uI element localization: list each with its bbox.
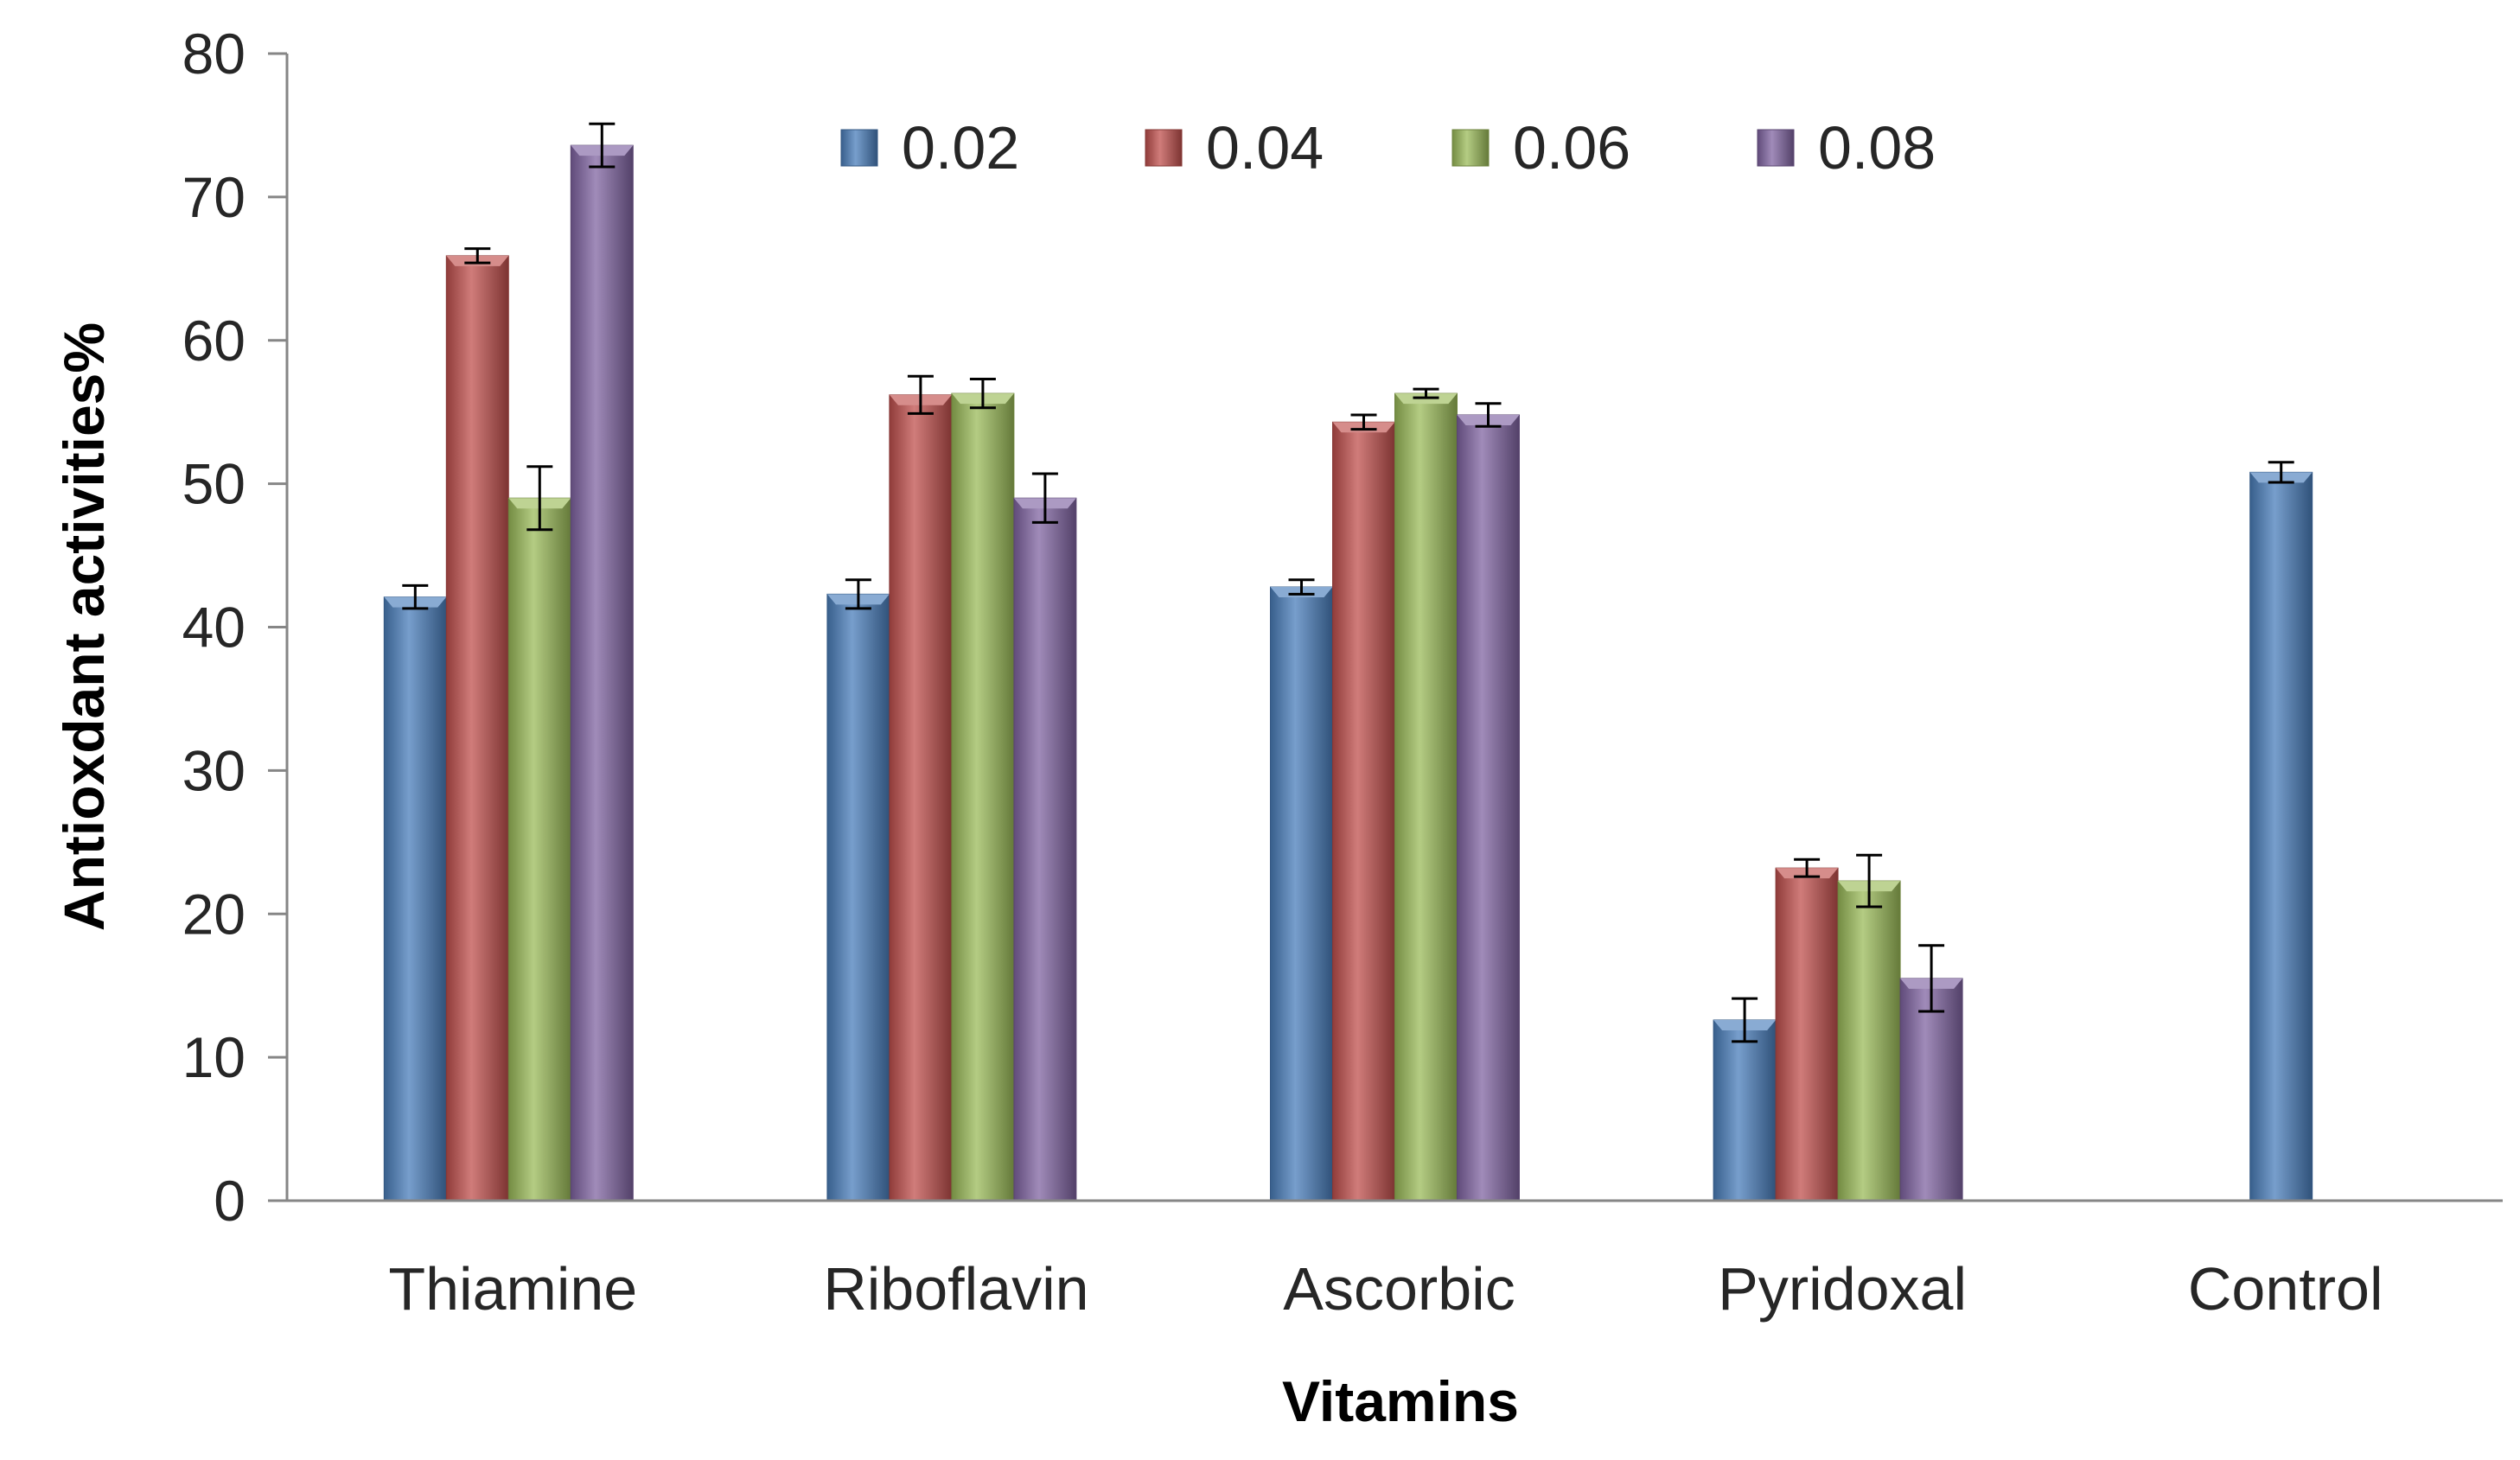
bar-thiamine-0_02 bbox=[383, 596, 447, 1202]
error-bar bbox=[402, 583, 429, 610]
legend-label: 0.08 bbox=[1818, 114, 1936, 182]
legend-item-0_08: 0.08 bbox=[1757, 114, 1936, 182]
error-bars-layer bbox=[402, 122, 2294, 1043]
bar-ascorbic-0_08 bbox=[1457, 414, 1520, 1202]
x-category-labels: Thiamine Riboflavin Ascorbic Pyridoxal Contr… bbox=[388, 1255, 2383, 1323]
x-category-label: Pyridoxal bbox=[1718, 1255, 1967, 1323]
error-bar bbox=[907, 374, 934, 415]
legend-swatch bbox=[1451, 129, 1490, 167]
error-bar bbox=[1288, 578, 1315, 596]
y-tick-label: 20 bbox=[182, 882, 246, 946]
x-category-label: Riboflavin bbox=[823, 1255, 1088, 1323]
error-bar bbox=[464, 247, 491, 265]
bar-riboflavin-0_02 bbox=[826, 593, 890, 1202]
error-bar bbox=[1732, 997, 1758, 1043]
error-bar bbox=[1475, 402, 1502, 428]
error-bar bbox=[1918, 944, 1945, 1013]
legend-item-0_04: 0.04 bbox=[1145, 114, 1324, 182]
error-bar bbox=[1794, 858, 1821, 878]
error-bar bbox=[589, 122, 616, 169]
bar-pyridoxal-0_02 bbox=[1713, 1019, 1777, 1202]
bar-thiamine-0_06 bbox=[507, 497, 571, 1202]
x-category-label: Thiamine bbox=[388, 1255, 637, 1323]
y-tick-label: 70 bbox=[182, 165, 246, 229]
y-tick-label: 80 bbox=[182, 22, 246, 86]
bars-layer bbox=[383, 144, 2313, 1202]
error-bar bbox=[1856, 853, 1883, 909]
legend-item-0_06: 0.06 bbox=[1451, 114, 1630, 182]
legend-swatch bbox=[1145, 129, 1183, 167]
bar-riboflavin-0_08 bbox=[1013, 497, 1077, 1202]
y-tick-label: 10 bbox=[182, 1025, 246, 1089]
x-category-label: Ascorbic bbox=[1283, 1255, 1515, 1323]
y-tick-label: 40 bbox=[182, 596, 246, 660]
bar-ascorbic-0_02 bbox=[1270, 586, 1333, 1202]
error-bar bbox=[1031, 472, 1058, 524]
legend-item-0_02: 0.02 bbox=[840, 114, 1019, 182]
bar-ascorbic-0_04 bbox=[1332, 421, 1395, 1202]
legend-swatch bbox=[1757, 129, 1795, 167]
y-tick-label: 50 bbox=[182, 452, 246, 516]
error-bar bbox=[969, 378, 996, 410]
error-bar bbox=[2268, 461, 2294, 484]
error-bar bbox=[526, 465, 553, 532]
y-axis-title: Antioxdant activities% bbox=[52, 322, 116, 931]
error-bar bbox=[1350, 413, 1377, 431]
error-bar bbox=[1413, 387, 1439, 399]
bar-thiamine-0_04 bbox=[445, 255, 509, 1202]
x-axis-title: Vitamins bbox=[1282, 1369, 1519, 1433]
legend-label: 0.04 bbox=[1206, 114, 1324, 182]
bar-ascorbic-0_06 bbox=[1394, 392, 1458, 1202]
legend: 0.02 0.04 0.06 0.08 bbox=[840, 114, 1936, 182]
y-tick-label: 30 bbox=[182, 738, 246, 802]
error-bar bbox=[845, 578, 871, 610]
y-ticks: 0 10 20 30 40 50 60 70 80 bbox=[182, 22, 287, 1233]
legend-label: 0.02 bbox=[902, 114, 1019, 182]
bar-control-0_02 bbox=[2249, 471, 2313, 1202]
y-tick-label: 60 bbox=[182, 309, 246, 373]
y-tick-label: 0 bbox=[214, 1169, 246, 1233]
bar-pyridoxal-0_06 bbox=[1837, 880, 1901, 1202]
x-category-label: Control bbox=[2188, 1255, 2383, 1323]
bar-pyridoxal-0_04 bbox=[1775, 867, 1839, 1202]
bar-riboflavin-0_06 bbox=[951, 392, 1015, 1202]
bar-thiamine-0_08 bbox=[570, 144, 634, 1202]
legend-swatch bbox=[840, 129, 878, 167]
bar-riboflavin-0_04 bbox=[889, 394, 953, 1202]
legend-label: 0.06 bbox=[1513, 114, 1630, 182]
